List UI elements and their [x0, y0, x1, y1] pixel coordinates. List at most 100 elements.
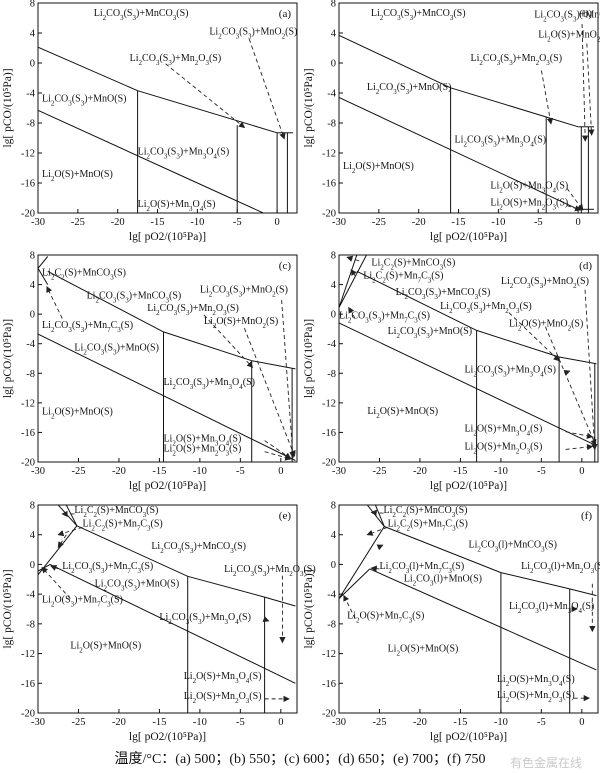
x-tick-label: -10 [494, 466, 508, 477]
annotation-arrow [540, 70, 554, 125]
annotation-arrow [370, 565, 380, 572]
y-tick-label: -20 [322, 209, 336, 220]
y-tick-label: 8 [30, 251, 35, 262]
plot-frame [37, 2, 298, 214]
y-tick-label: 4 [331, 280, 337, 291]
y-tick-label: 8 [30, 501, 35, 512]
x-tick-label: -20 [413, 717, 427, 728]
region-label: Li2O(S)+Mn3O4(S) [184, 671, 262, 685]
x-tick-label: -10 [494, 717, 508, 728]
annotation-arrow [346, 255, 360, 262]
chart-panel-a: -30 -25 -20 -15 -10 -5 0 -20 -16 -12 -8 -4 0 4 8 lg[ pO… [2, 0, 298, 243]
region-label: Li2O(S)+MnO2(S) [204, 316, 278, 330]
y-tick-label: -8 [26, 119, 35, 130]
phase-boundary-line [339, 97, 579, 210]
x-tick-label: -5 [537, 717, 546, 728]
x-tick-label: -30 [31, 217, 45, 228]
region-label: Li2O(S)+MnO(S) [70, 640, 141, 654]
y-tick-label: -16 [322, 179, 336, 190]
region-label: Li2CO3(S3)+MnO(S) [42, 93, 127, 107]
x-tick-label: -30 [332, 466, 346, 477]
region-label: Li2CO3(l)+Mn2O3(S) [521, 561, 600, 575]
phase-boundary-line [339, 255, 367, 308]
chart-panel-c: -30 -25 -20 -15 -10 -5 0 -20 -16 -12 -8 -4 0 4 8 lg[ pO… [2, 251, 298, 492]
annotation-arrow [350, 269, 357, 277]
region-label: Li2O(S)+MnO(S) [42, 169, 113, 183]
y-tick-label: 4 [30, 29, 36, 40]
annotation-arrow [586, 43, 595, 136]
y-tick-label: -16 [322, 428, 336, 439]
annotation-arrow [565, 431, 594, 439]
region-label: Li2CO3(S3)+Mn7C3(S) [42, 320, 133, 334]
annotation-arrow [563, 369, 571, 376]
x-tick-label: -15 [452, 217, 466, 228]
x-tick-label: -25 [372, 466, 386, 477]
y-tick-label: 0 [30, 560, 35, 571]
x-tick-label: -10 [193, 466, 207, 477]
annotation-arrow [584, 289, 598, 451]
annotation-arrow [57, 526, 83, 537]
phase-boundary-line [369, 568, 597, 671]
x-tick-label: -10 [491, 217, 505, 228]
x-tick-label: 0 [278, 466, 283, 477]
y-tick-label: -12 [322, 149, 336, 160]
region-label: Li2CO3(S3)+MnCO3(S) [94, 8, 189, 22]
y-tick-label: 0 [30, 59, 35, 70]
x-tick-label: -5 [233, 217, 242, 228]
region-label: Li2O(S)+MnO(S) [367, 406, 438, 420]
y-tick-label: -8 [26, 619, 35, 630]
y-tick-label: 8 [331, 251, 336, 262]
annotation-arrow [264, 440, 292, 459]
region-label: Li2C2(S)+Mn7C3(S) [83, 519, 163, 533]
region-label: Li2CO3(S3)+MnCO3(S) [151, 541, 246, 555]
region-label: Li2C2(S)+MnCO3(S) [42, 268, 126, 282]
region-label: Li2O(S)+Mn2O3(S) [490, 198, 568, 212]
y-tick-label: 0 [331, 560, 336, 571]
annotation-arrow [203, 314, 254, 369]
region-label: Li2CO3(S3)+Mn2O3(S) [224, 564, 316, 578]
x-tick-label: -30 [332, 217, 346, 228]
plot-frame [338, 2, 599, 214]
x-tick-label: -25 [71, 217, 85, 228]
region-label: Li2CO3(S3)+Mn2O3(S) [147, 303, 239, 317]
annotation-arrow [348, 306, 356, 319]
y-axis-label: lg[ pCO/(10⁵Pa)] [2, 569, 14, 648]
region-label: Li2C2(S)+Mn7C3(S) [363, 271, 443, 285]
x-tick-label: -10 [190, 217, 204, 228]
phase-boundary-line [339, 526, 385, 599]
y-axis-label: lg[ pCO/(10⁵Pa)] [303, 319, 315, 398]
y-tick-label: -8 [327, 619, 336, 630]
region-label: Li2CO3(l)+MnO(S) [404, 574, 482, 588]
x-tick-label: -20 [412, 217, 426, 228]
region-label: Li2CO3(S3)+MnCO3(S) [371, 8, 466, 22]
region-label: Li2CO3(l)+Mn3O4(S) [509, 601, 594, 615]
annotation-arrow [565, 443, 594, 451]
chart-panel-f: -30 -25 -20 -15 -10 -5 0 -20 -16 -12 -8 -4 0 4 8 lg[ pO… [303, 501, 600, 744]
chart-panel-b: -30 -25 -20 -15 -10 -5 0 -20 -16 -12 -8 -4 0 4 8 lg[ pO… [303, 0, 600, 243]
region-label: Li2O(S)+Mn7C3(S) [347, 611, 424, 625]
phase-boundary-line [47, 270, 164, 333]
annotation-arrow [165, 63, 246, 129]
x-tick-label: 0 [579, 466, 584, 477]
x-axis-label: lg[ pO2/(10⁵Pa)] [129, 731, 206, 743]
panel-label: (d) [579, 260, 592, 272]
phase-boundary-line [339, 34, 451, 89]
region-label: Li2O(S)+MnO(S) [343, 161, 414, 175]
annotation-arrow [264, 451, 292, 461]
y-tick-label: -8 [327, 369, 336, 380]
phase-boundary-line [450, 87, 547, 118]
y-tick-label: -16 [322, 679, 336, 690]
region-label: Li2C2(S)+Mn7C3(S) [388, 519, 468, 533]
x-tick-label: -15 [453, 466, 467, 477]
x-axis-label: lg[ pO2/(10⁵Pa)] [430, 731, 507, 743]
x-axis-label: lg[ pO2/(10⁵Pa)] [129, 480, 206, 492]
x-tick-label: -15 [453, 717, 467, 728]
region-label: Li2CO3(S3)+Mn2O3(S) [440, 301, 532, 315]
panel-label: (a) [279, 8, 292, 20]
y-tick-label: -20 [21, 709, 35, 720]
y-tick-label: 8 [331, 501, 336, 512]
figure-caption: 温度/°C：(a) 500；(b) 550；(c) 600；(d) 650；(e… [114, 752, 486, 767]
region-label: Li2CO3(S3)+MnO(S) [388, 326, 473, 340]
region-label: Li2CO3(S3)+Mn7C3(S) [62, 561, 153, 575]
